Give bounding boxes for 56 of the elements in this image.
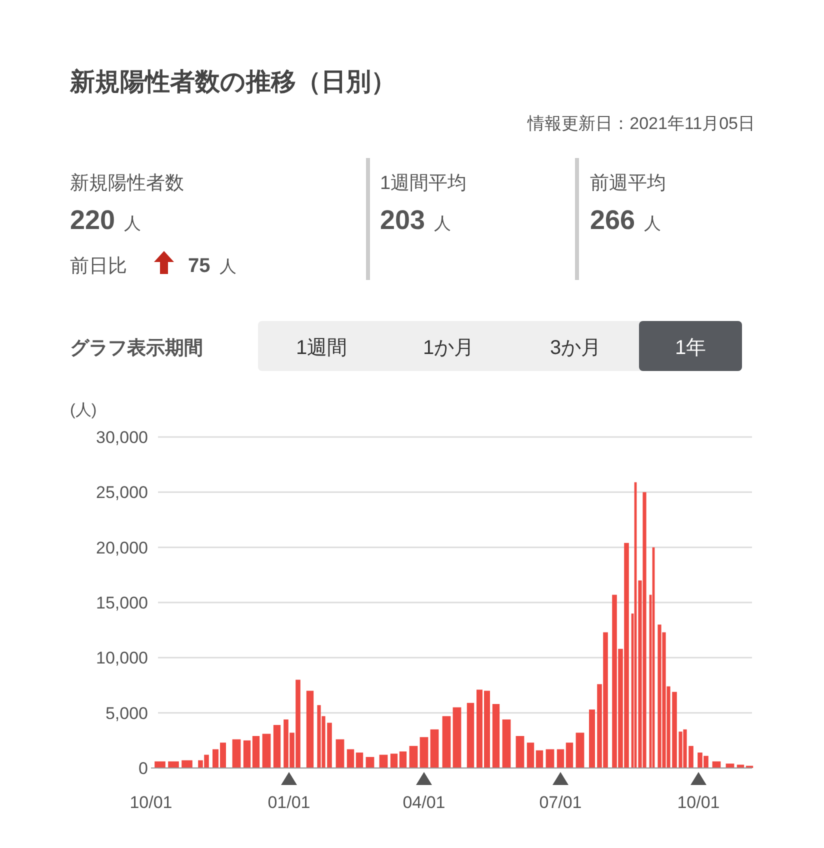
bar (576, 732, 584, 768)
bar (379, 754, 388, 768)
chart-title: 新規陽性者数の推移（日別） (69, 68, 396, 96)
bar (452, 707, 462, 768)
text: 3か月 (550, 337, 602, 359)
text: 1か月 (422, 337, 474, 359)
bar (409, 746, 418, 768)
text: グラフ表示期間 (70, 337, 203, 359)
chart-subtitle: 情報更新日：2021年11月05日 (526, 114, 755, 133)
bar (356, 752, 364, 768)
bar (390, 754, 398, 768)
bar (556, 749, 564, 768)
text: 前週平均 (590, 173, 666, 194)
bar (566, 742, 574, 768)
bar (492, 704, 500, 768)
text: 220 人 (70, 205, 142, 235)
bar (502, 719, 511, 768)
y-tick-label: 30,000 (96, 428, 148, 447)
text: 1週間 (296, 337, 348, 359)
x-tick-label: 10/01 (130, 793, 172, 812)
y-axis-title: (人) (70, 402, 97, 419)
text: 75 人 (188, 255, 236, 277)
y-tick-label: 15,000 (96, 594, 148, 612)
bar (366, 756, 374, 768)
bar (262, 734, 271, 768)
y-tick-label: 10,000 (96, 648, 148, 668)
x-tick-label: 10/01 (677, 793, 720, 812)
bar (306, 690, 314, 768)
bar (243, 740, 251, 768)
bar (273, 724, 281, 768)
bar (252, 736, 260, 768)
y-tick-label: 0 (138, 759, 148, 778)
text: 新規陽性者数 (70, 172, 184, 194)
x-tick-label: 01/01 (268, 793, 310, 812)
x-tick-label: 04/01 (402, 793, 446, 812)
x-tick-label: 07/01 (539, 793, 582, 812)
bar (420, 737, 428, 768)
text: 203 人 (380, 205, 452, 235)
bar (526, 742, 534, 768)
bar (516, 736, 524, 768)
text: 1週間平均 (380, 173, 467, 194)
text: 1年 (674, 337, 706, 359)
bar (399, 751, 407, 768)
bar (430, 729, 439, 768)
bar (232, 739, 241, 768)
y-tick-label: 20,000 (96, 538, 148, 558)
text: 前日比 (70, 256, 127, 277)
bar (466, 702, 474, 768)
bar (546, 749, 554, 768)
bar (346, 749, 354, 768)
y-tick-label: 25,000 (96, 483, 148, 502)
bar (536, 750, 544, 768)
bar (442, 716, 451, 768)
y-tick-label: 5,000 (105, 704, 148, 723)
bar (336, 739, 344, 768)
text: 266 人 (590, 205, 662, 235)
